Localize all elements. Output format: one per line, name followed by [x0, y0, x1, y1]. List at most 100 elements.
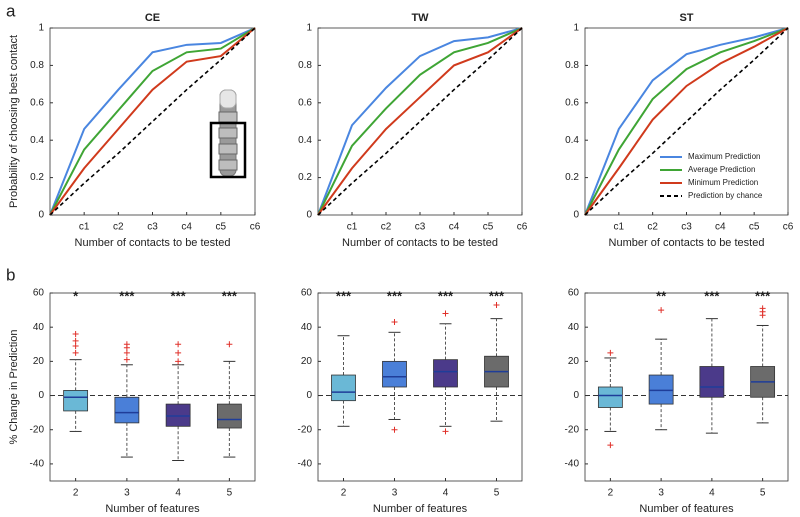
x-tick-label: 3	[124, 488, 130, 499]
y-tick-label: 0.8	[298, 60, 312, 71]
y-tick-label: 0.2	[298, 172, 312, 183]
y-tick-label: 0	[306, 210, 312, 221]
box	[165, 403, 191, 427]
series-line	[584, 27, 789, 216]
significance: ***	[704, 288, 720, 303]
series-line	[584, 27, 789, 216]
y-tick-label: 1	[38, 23, 44, 34]
outlier	[391, 319, 398, 326]
x-tick-label: 2	[608, 488, 614, 499]
legend-label: Minimum Prediction	[688, 178, 758, 187]
significance: **	[656, 288, 667, 303]
x-tick-label: c5	[749, 222, 760, 233]
y-tick-label: 0.4	[298, 135, 312, 146]
significance: ***	[489, 288, 505, 303]
x-tick-label: c2	[647, 222, 658, 233]
box	[433, 359, 458, 388]
x-axis-label: Number of features	[639, 503, 734, 515]
plot-frame	[49, 292, 256, 482]
y-tick-label: 20	[568, 356, 580, 367]
y-tick-label: -40	[565, 459, 580, 470]
x-tick-label: 3	[658, 488, 664, 499]
y-tick-label: 1	[306, 23, 312, 34]
x-tick-label: c4	[715, 222, 726, 233]
y-axis-label: Probability of choosing best contact	[8, 35, 20, 208]
y-tick-label: 0	[573, 210, 579, 221]
y-tick-label: -20	[298, 424, 313, 435]
series-line	[317, 27, 523, 216]
y-tick-label: 40	[301, 322, 313, 333]
y-tick-label: 40	[33, 322, 45, 333]
y-tick-label: 0	[38, 210, 44, 221]
significance: ***	[755, 288, 771, 303]
y-tick-label: 0.6	[298, 97, 312, 108]
series-line	[49, 27, 256, 216]
box	[699, 366, 725, 398]
box	[331, 374, 356, 402]
outlier	[123, 341, 130, 348]
box	[114, 396, 140, 424]
outlier	[123, 356, 130, 363]
panel-label: b	[6, 265, 15, 284]
outlier	[175, 349, 182, 356]
y-tick-label: 20	[301, 356, 313, 367]
y-tick-label: -20	[30, 424, 45, 435]
outlier	[72, 349, 79, 356]
y-tick-label: -20	[565, 424, 580, 435]
x-tick-label: 2	[73, 488, 79, 499]
outlier	[442, 428, 449, 435]
series-line	[317, 27, 523, 216]
x-tick-label: c5	[483, 222, 494, 233]
x-tick-label: 5	[760, 488, 766, 499]
outlier	[607, 442, 614, 449]
y-tick-label: 0.2	[30, 172, 44, 183]
x-tick-label: c6	[517, 222, 528, 233]
y-tick-label: 40	[568, 322, 580, 333]
significance: ***	[438, 288, 454, 303]
x-tick-label: c1	[614, 222, 625, 233]
legend-label: Prediction by chance	[688, 191, 763, 200]
x-tick-label: c1	[347, 222, 358, 233]
significance: ***	[336, 288, 352, 303]
outlier	[123, 349, 130, 356]
y-tick-label: 0.8	[30, 60, 44, 71]
x-tick-label: 5	[494, 488, 500, 499]
outlier	[72, 342, 79, 349]
x-axis-label: Number of contacts to be tested	[342, 237, 498, 249]
y-tick-label: 0	[306, 390, 312, 401]
y-tick-label: 1	[573, 23, 579, 34]
outlier	[442, 310, 449, 317]
y-tick-label: 60	[33, 288, 45, 299]
outlier	[72, 337, 79, 344]
x-axis-label: Number of contacts to be tested	[75, 237, 231, 249]
y-tick-label: 20	[33, 356, 45, 367]
panel-label: a	[6, 1, 16, 20]
legend-label: Average Prediction	[688, 165, 755, 174]
series-line	[49, 27, 256, 216]
outlier	[658, 307, 665, 314]
x-tick-label: 2	[341, 488, 347, 499]
box	[63, 390, 89, 412]
plot-frame	[584, 292, 789, 482]
y-tick-label: 0.6	[30, 97, 44, 108]
x-tick-label: c2	[113, 222, 124, 233]
series-line	[317, 27, 523, 216]
x-tick-label: 3	[392, 488, 398, 499]
outlier	[72, 331, 79, 338]
significance: ***	[171, 288, 187, 303]
outlier	[607, 349, 614, 356]
outlier	[493, 301, 500, 308]
y-tick-label: -40	[298, 459, 313, 470]
y-tick-label: 0.4	[565, 135, 579, 146]
outlier	[391, 426, 398, 433]
chart-title: ST	[679, 12, 693, 24]
x-tick-label: 4	[175, 488, 181, 499]
x-tick-label: c1	[79, 222, 90, 233]
x-tick-label: c2	[381, 222, 392, 233]
legend-label: Maximum Prediction	[688, 152, 760, 161]
y-axis-label: % Change in Prediction	[8, 330, 20, 445]
box	[216, 403, 242, 429]
y-tick-label: 60	[301, 288, 313, 299]
y-tick-label: -40	[30, 459, 45, 470]
